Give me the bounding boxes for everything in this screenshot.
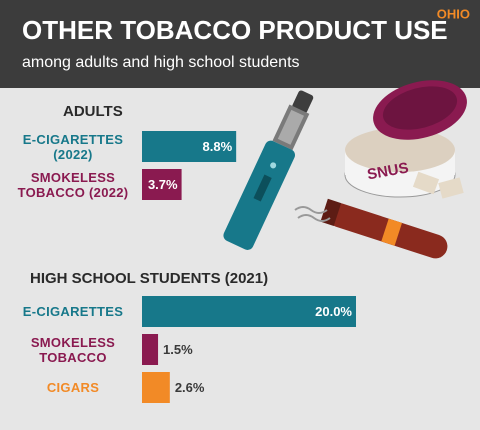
- illustration: SNUS: [223, 80, 467, 259]
- subtitle: among adults and high school students: [22, 54, 300, 71]
- region: OHIO: [437, 6, 470, 21]
- bar: [142, 169, 182, 200]
- value-label: 8.8%: [203, 139, 233, 154]
- category-label: E-CIGARETTES: [22, 304, 124, 319]
- value-label: 3.7%: [148, 177, 178, 192]
- section-title: HIGH SCHOOL STUDENTS (2021): [30, 270, 269, 287]
- can-label: SNUS: [366, 159, 410, 183]
- bar: [142, 296, 356, 327]
- section-title: ADULTS: [63, 103, 123, 120]
- bar: [142, 131, 237, 162]
- title: OTHER TOBACCO PRODUCT USE: [22, 15, 448, 45]
- category-label: E-CIGARETTES (2022): [22, 131, 124, 162]
- value-label: 2.6%: [175, 380, 205, 395]
- bar: [142, 334, 159, 365]
- bar: [142, 372, 170, 403]
- value-label: 20.0%: [315, 304, 352, 319]
- category-label: CIGARS: [46, 380, 100, 395]
- category-label: SMOKELESS TOBACCO (2022): [17, 169, 129, 200]
- value-label: 1.5%: [163, 342, 193, 357]
- header-band: [0, 0, 480, 88]
- category-label: SMOKELESS TOBACCO: [30, 334, 116, 365]
